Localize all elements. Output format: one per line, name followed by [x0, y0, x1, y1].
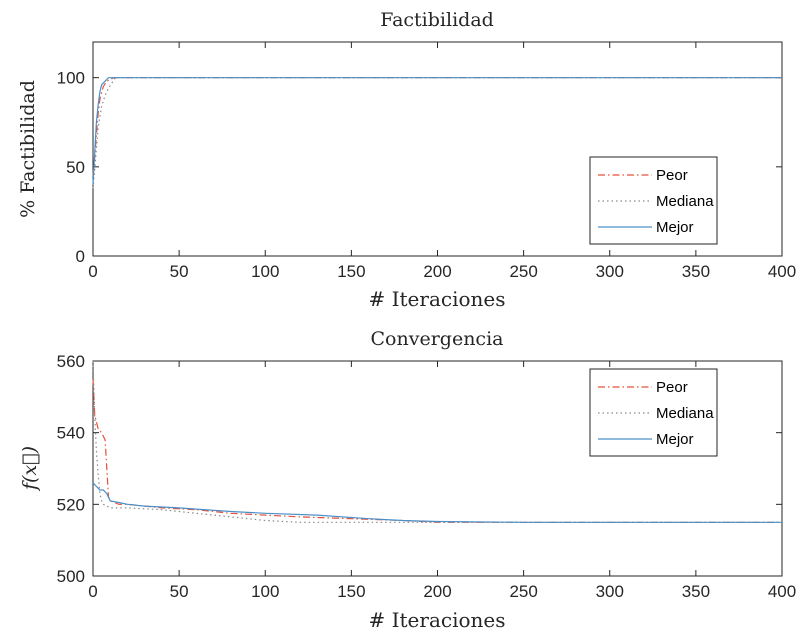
x-tick-label: 0 [88, 262, 97, 281]
series-line-mejor [92, 77, 782, 185]
x-tick-label: 50 [170, 582, 189, 601]
legend: Peor Mediana Mejor [589, 156, 718, 245]
tick-layer: 0 50 100 150 200 250 300 350 400 500 520 540 560 [57, 352, 797, 601]
x-tick-label: 250 [509, 582, 537, 601]
legend-label: Peor [656, 379, 688, 396]
x-axis-label: # Iteraciones [369, 608, 506, 632]
x-axis-label: # Iteraciones [369, 287, 506, 311]
x-tick-label: 150 [337, 582, 365, 601]
x-tick-label: 400 [768, 262, 796, 281]
x-tick-label: 350 [682, 262, 710, 281]
legend-label: Mediana [656, 193, 714, 210]
x-tick-label: 100 [251, 582, 279, 601]
x-tick-label: 350 [682, 582, 710, 601]
tick-layer: 0 50 100 150 200 250 300 350 400 0 50 100 [57, 42, 796, 281]
convergencia-chart: Convergencia # Iteraciones f(x⃗) 0 50 100 1… [19, 328, 796, 632]
y-axis-label: % Factibilidad [17, 80, 39, 218]
x-tick-label: 200 [423, 262, 451, 281]
x-tick-label: 300 [596, 582, 624, 601]
legend-label: Mediana [656, 405, 714, 422]
y-axis-label: f(x⃗) [19, 446, 41, 492]
series-layer [92, 360, 782, 523]
x-tick-label: 100 [251, 262, 279, 281]
x-tick-label: 50 [170, 262, 189, 281]
y-tick-label: 0 [76, 247, 85, 266]
y-tick-label: 50 [66, 158, 85, 177]
chart-title: Convergencia [371, 328, 504, 350]
x-tick-label: 150 [337, 262, 365, 281]
series-line-mediana [92, 360, 782, 523]
series-line-mejor [92, 482, 782, 523]
legend-label: Peor [656, 167, 688, 184]
factibilidad-chart: Factibilidad # Iteraciones % Factibilida… [17, 9, 796, 311]
legend-label: Mejor [656, 431, 694, 448]
y-tick-label: 520 [57, 495, 85, 514]
legend-label: Mejor [656, 219, 694, 236]
y-tick-label: 540 [57, 424, 85, 443]
series-line-peor [92, 378, 782, 523]
legend: Peor Mediana Mejor [589, 368, 718, 457]
x-tick-label: 200 [423, 582, 451, 601]
y-tick-label: 500 [57, 567, 85, 586]
x-tick-label: 400 [768, 582, 796, 601]
legend-box [589, 156, 718, 245]
x-tick-label: 250 [509, 262, 537, 281]
y-tick-label: 100 [57, 69, 85, 88]
legend-box [589, 368, 718, 457]
series-layer [92, 77, 782, 189]
chart-title: Factibilidad [380, 9, 494, 31]
x-tick-label: 0 [88, 582, 97, 601]
y-tick-label: 560 [57, 352, 85, 371]
x-tick-label: 300 [596, 262, 624, 281]
